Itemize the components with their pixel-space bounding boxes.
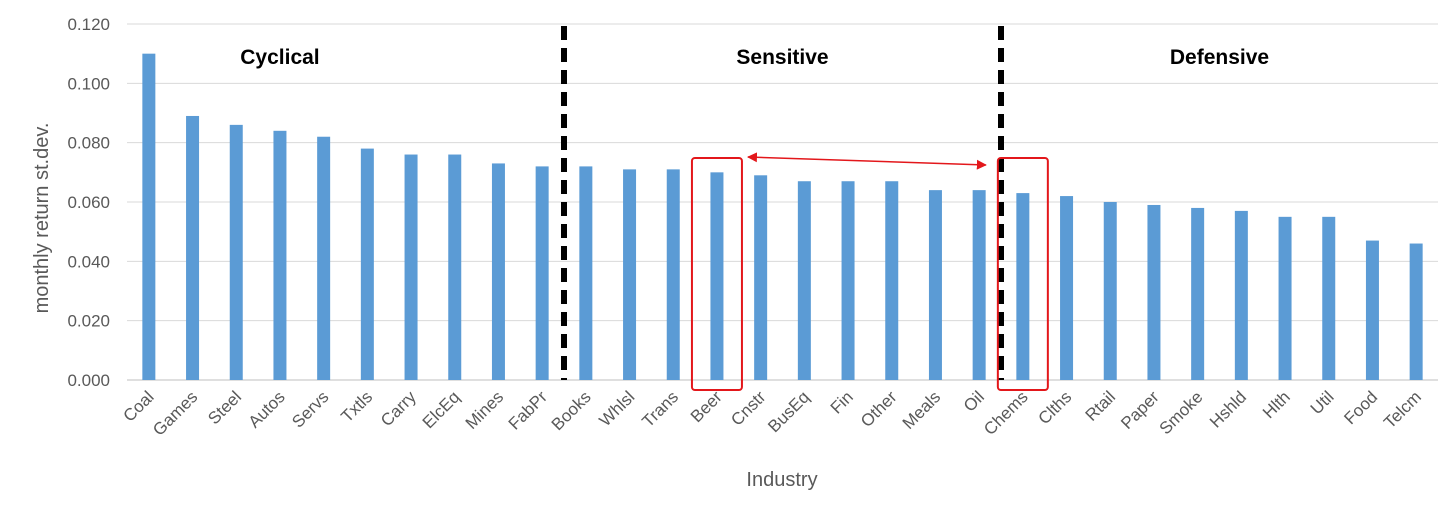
x-tick-label: Hshld xyxy=(1206,387,1250,431)
bar-other xyxy=(885,181,899,380)
highlight-box-beer xyxy=(690,157,743,391)
x-tick-label: Hlth xyxy=(1259,387,1294,422)
y-tick-label: 0.000 xyxy=(67,371,110,390)
x-tick-label: Books xyxy=(548,387,595,434)
y-tick-label: 0.040 xyxy=(67,252,110,271)
bar-telcm xyxy=(1409,243,1423,380)
bar-txtls xyxy=(360,148,374,380)
y-tick-label: 0.120 xyxy=(67,15,110,34)
y-axis-title: monthly return st.dev. xyxy=(31,123,53,314)
bar-util xyxy=(1322,216,1336,380)
x-tick-label: Food xyxy=(1340,387,1381,428)
bar-trans xyxy=(666,169,680,380)
annotations: Cyclical Sensitive Defensive xyxy=(240,26,1269,391)
bar-cnstr xyxy=(754,175,768,380)
y-tick-label: 0.060 xyxy=(67,193,110,212)
x-tick-label: Clths xyxy=(1035,387,1076,428)
bar-chems xyxy=(1016,193,1030,380)
x-tick-label: Chems xyxy=(980,387,1032,439)
x-tick-label: Oil xyxy=(960,387,988,415)
bar-hshld xyxy=(1234,210,1248,380)
bar-buseq xyxy=(797,181,811,380)
x-tick-label: Beer xyxy=(687,387,726,426)
bar-beer xyxy=(710,172,724,380)
highlight-box-chems xyxy=(996,157,1049,391)
x-tick-label: Txtls xyxy=(337,387,376,426)
x-tick-label: Games xyxy=(149,387,201,439)
bar-servs xyxy=(317,136,331,380)
bar-mines xyxy=(491,163,505,380)
x-tick-label: BusEq xyxy=(764,387,813,436)
bar-fabpr xyxy=(535,166,549,380)
bar-meals xyxy=(928,190,942,380)
bar-games xyxy=(186,115,200,380)
bar-hlth xyxy=(1278,216,1292,380)
x-tick-label: Telcm xyxy=(1380,387,1425,432)
y-axis-ticks: 0.000 0.020 0.040 0.060 0.080 0.100 0.120 xyxy=(67,15,110,390)
bar-paper xyxy=(1147,204,1161,380)
x-tick-label: Carry xyxy=(377,387,420,430)
region-label-cyclical: Cyclical xyxy=(240,46,319,69)
bar-autos xyxy=(273,130,287,380)
x-tick-label: ElcEq xyxy=(419,387,464,432)
y-tick-label: 0.020 xyxy=(67,312,110,331)
x-tick-label: Coal xyxy=(120,387,158,425)
bar-carry xyxy=(404,154,418,380)
x-tick-label: FabPr xyxy=(505,387,551,433)
region-label-sensitive: Sensitive xyxy=(736,46,828,69)
y-tick-label: 0.100 xyxy=(67,74,110,93)
x-tick-label: Meals xyxy=(899,387,945,433)
x-tick-label: Other xyxy=(857,387,901,431)
bar-coal xyxy=(142,53,156,381)
x-axis-title: Industry xyxy=(746,469,817,491)
bar-whlsl xyxy=(623,169,637,380)
y-tick-label: 0.080 xyxy=(67,134,110,153)
x-tick-label: Util xyxy=(1307,387,1338,418)
bar-books xyxy=(579,166,593,380)
x-tick-label: Steel xyxy=(204,387,245,428)
bar-steel xyxy=(229,124,243,380)
x-tick-label: Whlsl xyxy=(596,387,639,430)
gridlines xyxy=(127,23,1438,381)
bar-fin xyxy=(841,181,855,380)
x-tick-label: Autos xyxy=(245,387,289,431)
bars xyxy=(142,53,1423,381)
x-tick-label: Fin xyxy=(827,387,857,417)
bar-oil xyxy=(972,190,986,380)
x-tick-label: Trans xyxy=(638,387,682,431)
x-tick-label: Rtail xyxy=(1082,387,1119,424)
comparison-arrow xyxy=(746,152,987,170)
x-tick-label: Smoke xyxy=(1156,387,1207,438)
region-label-defensive: Defensive xyxy=(1170,46,1269,69)
bar-food xyxy=(1365,240,1379,380)
bar-smoke xyxy=(1191,207,1205,380)
x-tick-label: Servs xyxy=(288,387,332,431)
bar-elceq xyxy=(448,154,462,380)
x-tick-label: Mines xyxy=(462,387,508,433)
bar-clths xyxy=(1060,196,1074,380)
bar-rtail xyxy=(1103,202,1117,380)
